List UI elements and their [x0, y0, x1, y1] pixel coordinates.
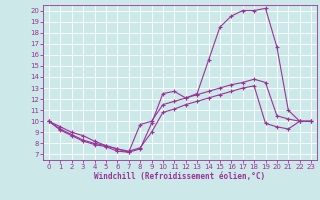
- X-axis label: Windchill (Refroidissement éolien,°C): Windchill (Refroidissement éolien,°C): [94, 172, 266, 181]
